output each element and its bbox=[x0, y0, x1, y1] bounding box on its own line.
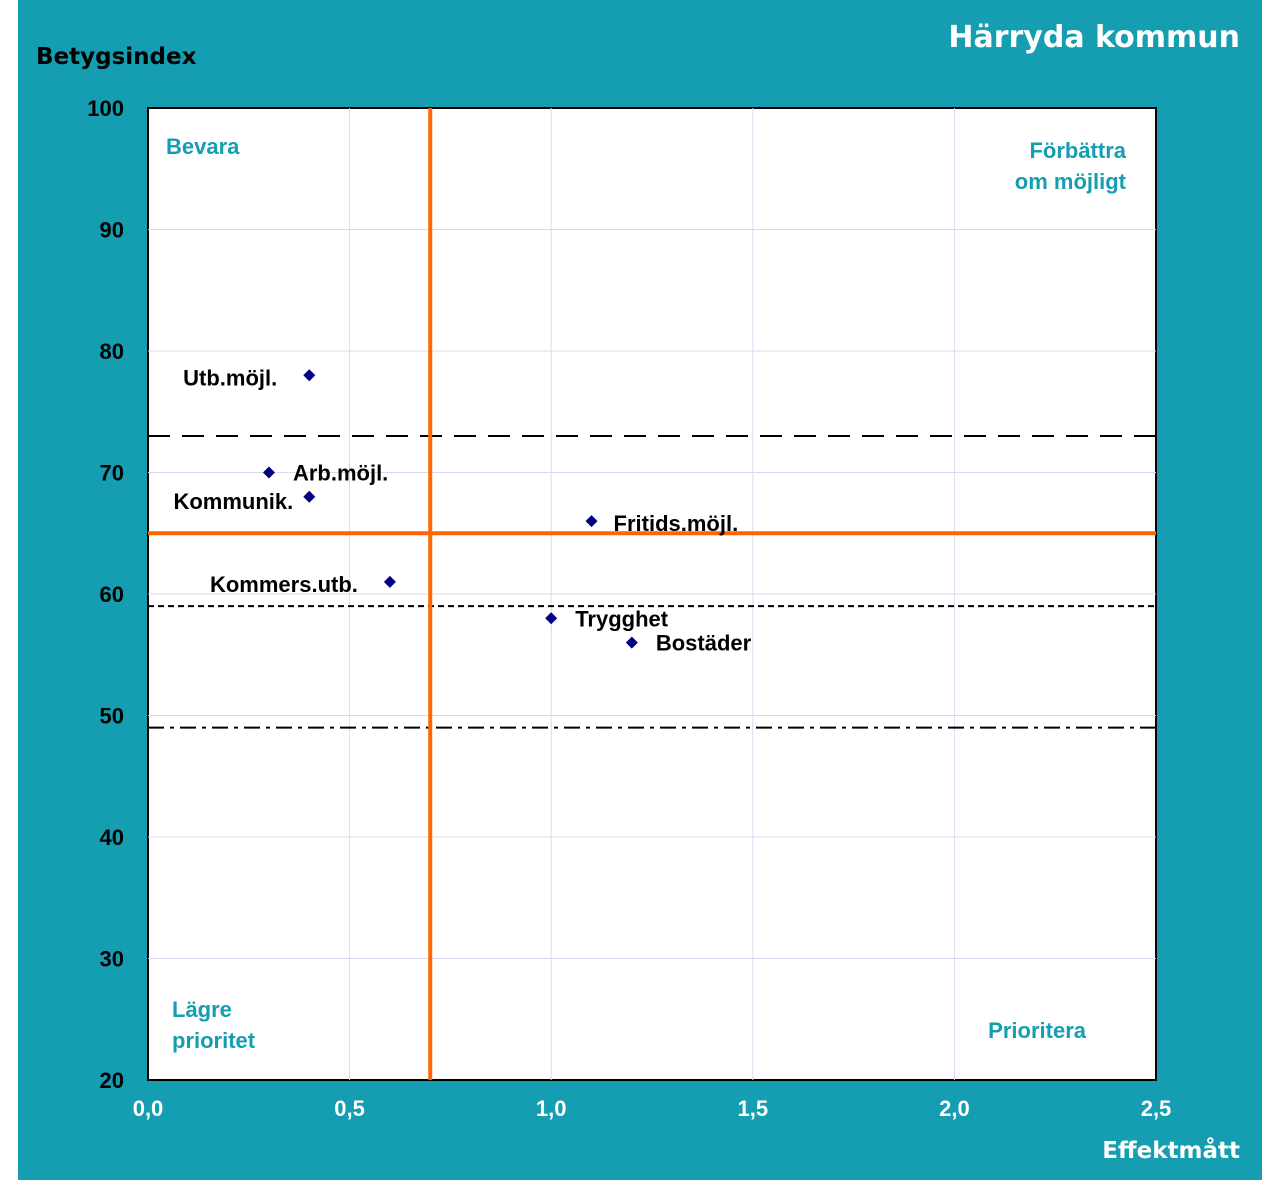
x-tick-label: 2,0 bbox=[939, 1096, 970, 1121]
data-point-label: Kommunik. bbox=[173, 489, 293, 514]
quadrant-label-bottom-left: Lägre prioritet bbox=[172, 997, 256, 1053]
x-tick-label: 1,0 bbox=[536, 1096, 567, 1121]
data-point-marker bbox=[383, 575, 396, 588]
data-point-marker bbox=[303, 369, 316, 382]
y-axis-label: Betygsindex bbox=[36, 44, 197, 70]
data-point-label: Trygghet bbox=[575, 606, 669, 631]
quadrant-label-top-right: Förbättra om möjligt bbox=[1015, 138, 1127, 194]
y-tick-label: 90 bbox=[100, 218, 124, 243]
quadrant-label-top-left: Bevara bbox=[166, 134, 240, 159]
tick-labels: 20 30 40 50 60 70 80 90 100 0,0 0,5 1,0 1,5 2,0 2,5 bbox=[87, 96, 1171, 1121]
data-point-marker bbox=[625, 636, 638, 649]
x-tick-label: 0,0 bbox=[133, 1096, 164, 1121]
data-points: Utb.möjl. Arb.möjl.Kommunik. Fritids.möjl.… bbox=[173, 365, 751, 655]
reference-lines bbox=[148, 108, 1156, 1080]
x-tick-label: 0,5 bbox=[334, 1096, 365, 1121]
data-point-label: Fritids.möjl. bbox=[614, 511, 739, 536]
data-point-marker bbox=[585, 515, 598, 528]
data-point-label: Bostäder bbox=[656, 631, 752, 656]
quadrant-label-line: om möjligt bbox=[1015, 169, 1127, 194]
quadrant-label-line: Bevara bbox=[166, 134, 240, 159]
y-tick-label: 60 bbox=[100, 582, 124, 607]
y-tick-label: 70 bbox=[100, 461, 124, 486]
quadrant-label-line: Lägre bbox=[172, 997, 232, 1022]
y-tick-label: 80 bbox=[100, 339, 124, 364]
data-point-marker bbox=[262, 466, 275, 479]
quadrant-label-line: prioritet bbox=[172, 1028, 256, 1053]
quadrant-label-line: Förbättra bbox=[1029, 138, 1126, 163]
quadrant-label-line: Prioritera bbox=[988, 1018, 1087, 1043]
x-axis-label: Effektmått bbox=[1102, 1138, 1240, 1164]
data-point-marker bbox=[303, 490, 316, 503]
grid-lines bbox=[148, 108, 1156, 1080]
x-tick-label: 2,5 bbox=[1141, 1096, 1172, 1121]
y-tick-label: 50 bbox=[100, 704, 124, 729]
quadrant-label-bottom-right: Prioritera bbox=[988, 1018, 1087, 1043]
chart-title: Härryda kommun bbox=[948, 20, 1240, 55]
data-point-label: Utb.möjl. bbox=[183, 365, 277, 390]
y-tick-label: 100 bbox=[87, 96, 124, 121]
data-point-label: Arb.möjl. bbox=[293, 461, 388, 486]
y-tick-label: 20 bbox=[100, 1068, 124, 1093]
x-tick-label: 1,5 bbox=[738, 1096, 769, 1121]
data-point-label: Kommers.utb. bbox=[210, 572, 358, 597]
y-tick-label: 40 bbox=[100, 825, 124, 850]
quadrant-labels: Bevara Förbättra om möjligt Lägre prioritet P… bbox=[166, 134, 1127, 1053]
data-point-marker bbox=[545, 612, 558, 625]
y-tick-label: 30 bbox=[100, 947, 124, 972]
